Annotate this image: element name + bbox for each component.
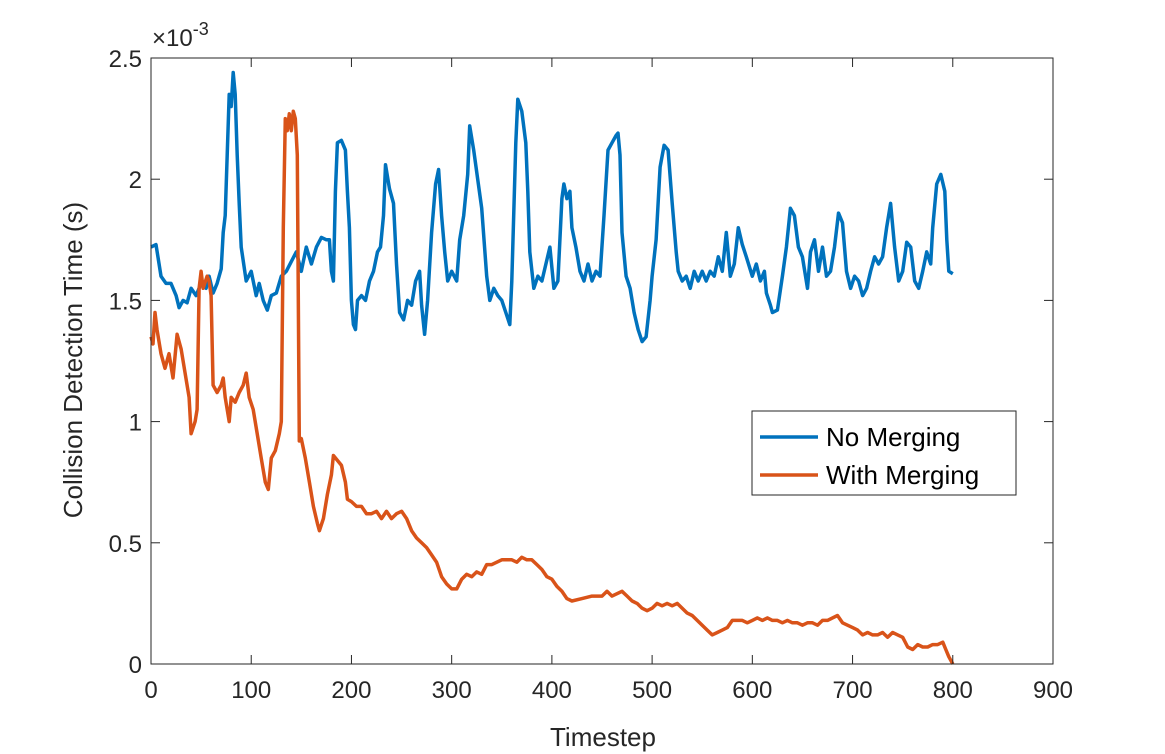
x-tick-label: 700 <box>833 677 873 704</box>
y-axis-exponent-power: -3 <box>193 19 209 39</box>
x-tick-label: 400 <box>532 677 572 704</box>
series-layer <box>149 70 955 665</box>
x-tick-label: 0 <box>144 677 157 704</box>
series-line-with-merging <box>149 109 955 665</box>
x-axis-label: Timestep <box>550 722 656 752</box>
legend-box <box>751 410 1017 496</box>
y-tick-label: 1.5 <box>109 288 142 315</box>
y-tick-label: 0.5 <box>109 531 142 558</box>
y-axis-exponent: ×10-3 <box>152 19 209 52</box>
legend-label-with-merging: With Merging <box>826 460 979 490</box>
legend-label-no-merging: No Merging <box>826 422 960 452</box>
plot-area <box>151 58 1053 664</box>
y-tick-label: 1 <box>129 410 142 437</box>
y-tick-label: 2 <box>129 167 142 194</box>
y-axis-label: Collision Detection Time (s) <box>58 202 88 518</box>
x-tick-label: 200 <box>331 677 371 704</box>
y-tick-label: 0 <box>129 652 142 679</box>
y-axis-exponent-base: ×10 <box>152 25 193 52</box>
x-tick-label: 500 <box>632 677 672 704</box>
axis-ticks: 0 100 200 300 400 500 600 700 800 900 0 0.5 1 1.5 2 2.5 <box>109 46 1073 704</box>
x-tick-label: 900 <box>1033 677 1073 704</box>
x-tick-label: 600 <box>732 677 772 704</box>
y-tick-label: 2.5 <box>109 46 142 73</box>
x-tick-label: 300 <box>432 677 472 704</box>
legend: No Merging With Merging <box>751 410 1017 496</box>
plot-frame <box>150 57 1054 665</box>
x-tick-label: 800 <box>933 677 973 704</box>
x-tick-label: 100 <box>231 677 271 704</box>
series-line-no-merging <box>150 70 954 344</box>
